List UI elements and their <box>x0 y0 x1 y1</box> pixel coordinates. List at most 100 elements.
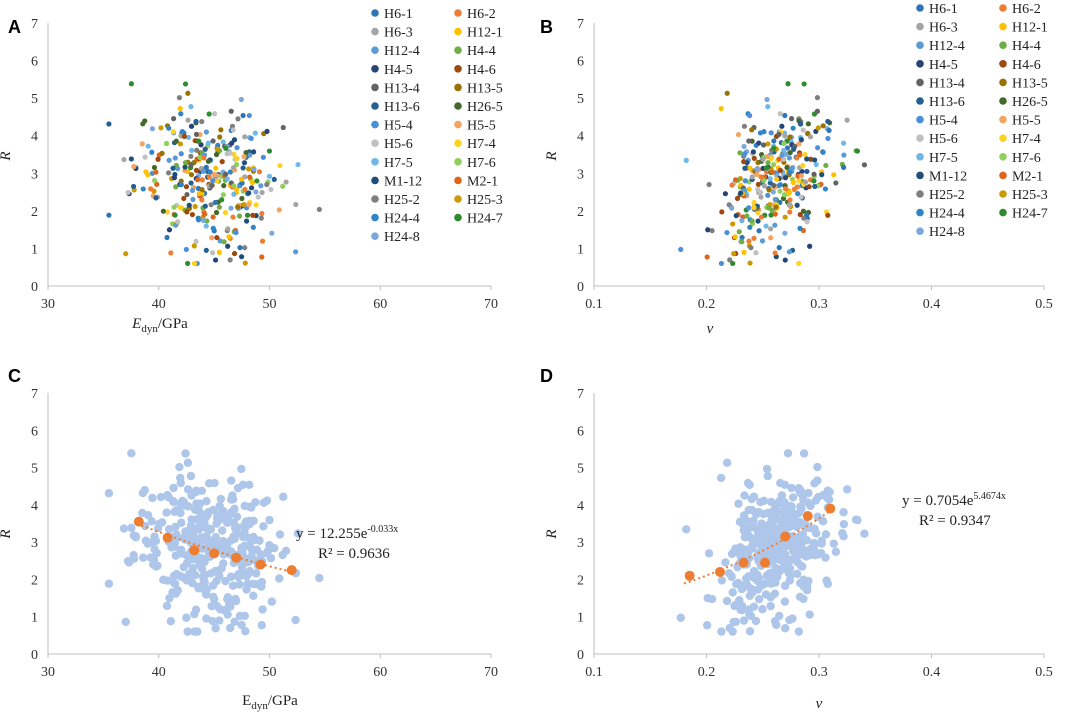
scatter-point <box>753 250 759 256</box>
scatter-point <box>761 177 767 184</box>
scatter-point <box>205 140 211 146</box>
scatter-point <box>776 245 782 251</box>
scatter-point <box>745 591 755 600</box>
scatter-point <box>739 234 745 241</box>
scatter-point <box>267 597 277 606</box>
scatter-point <box>239 195 245 202</box>
y-tick-label: 0 <box>31 648 38 663</box>
legend-label: H5-6 <box>384 137 413 152</box>
scatter-point <box>746 611 756 621</box>
scatter-point <box>799 495 808 504</box>
legend-label: H7-5 <box>384 156 413 171</box>
scatter-point <box>797 121 804 127</box>
scatter-point <box>747 165 753 171</box>
scatter-point <box>143 539 152 548</box>
scatter-point <box>742 165 748 171</box>
scatter-point <box>196 138 202 144</box>
scatter-point <box>755 209 761 216</box>
panel-label-d: D <box>540 366 553 386</box>
scatter-point <box>183 627 192 636</box>
scatter-point <box>212 519 221 528</box>
scatter-point <box>149 126 156 132</box>
scatter-point <box>260 154 266 160</box>
scatter-point <box>155 156 161 162</box>
scatter-point <box>768 130 774 136</box>
scatter-point <box>215 616 224 625</box>
legend-marker <box>916 190 924 198</box>
legend-marker <box>999 190 1007 198</box>
scatter-point <box>787 169 793 175</box>
scatter-point <box>763 527 773 536</box>
scatter-point <box>121 156 127 163</box>
scatter-point <box>171 175 178 181</box>
scatter-point <box>162 601 172 611</box>
legend-label: H13-5 <box>467 81 503 96</box>
y-tick-label: 2 <box>31 205 38 220</box>
scatter-point <box>119 524 129 533</box>
scatter-point <box>768 235 774 241</box>
scatter-point <box>759 496 769 506</box>
scatter-point <box>165 593 174 603</box>
scatter-point <box>781 542 790 551</box>
scatter-point <box>248 579 257 589</box>
scatter-point <box>244 569 253 578</box>
scatter-point <box>230 214 236 220</box>
scatter-point <box>776 131 782 137</box>
legend-marker <box>916 115 924 124</box>
scatter-point <box>814 95 821 101</box>
legend-label: H12-4 <box>929 39 965 54</box>
scatter-point <box>238 254 245 260</box>
scatter-point <box>142 154 148 160</box>
scatter-point <box>129 531 139 540</box>
scatter-point <box>728 588 737 597</box>
scatter-point <box>785 615 794 625</box>
scatter-point <box>225 623 235 633</box>
scatter-point <box>218 127 224 133</box>
scatter-point <box>853 515 862 525</box>
scatter-point <box>202 203 208 209</box>
scatter-point <box>741 159 747 165</box>
scatter-point <box>804 168 810 175</box>
scatter-point <box>747 224 753 230</box>
scatter-point <box>245 480 254 490</box>
scatter-point <box>226 234 232 240</box>
scatter-point <box>265 515 274 525</box>
y-tick-label: 7 <box>31 17 38 32</box>
scatter-point <box>169 483 178 493</box>
scatter-point <box>238 176 245 182</box>
scatter-point <box>293 249 299 255</box>
y-tick-label: 2 <box>31 573 38 588</box>
scatter-point <box>238 96 244 103</box>
scatter-point <box>229 532 238 541</box>
legend-marker <box>999 78 1007 87</box>
scatter-point <box>813 161 819 168</box>
scatter-point <box>196 190 202 197</box>
scatter-point <box>175 219 181 225</box>
scatter-point <box>722 596 732 606</box>
scatter-point <box>777 182 783 188</box>
scatter-point <box>238 480 248 490</box>
scatter-point <box>241 154 247 160</box>
scatter-point <box>148 493 157 503</box>
x-tick-label: 60 <box>373 665 387 680</box>
scatter-point <box>739 217 745 224</box>
legend-label: H5-4 <box>929 114 958 129</box>
binned-mean-point <box>209 548 220 559</box>
scatter-point <box>182 81 189 87</box>
scatter-point <box>270 544 279 553</box>
scatter-point <box>243 149 249 156</box>
binned-mean-point <box>802 511 813 522</box>
scatter-point <box>151 562 161 571</box>
y-tick-label: 4 <box>577 499 584 514</box>
scatter-point <box>219 559 228 568</box>
panel-a-xlabel: Edyn/GPa <box>131 316 188 335</box>
legend-label: H24-8 <box>929 225 965 240</box>
scatter-point <box>810 524 819 534</box>
panel-c-xlabel: Edyn/GPa <box>242 693 298 712</box>
scatter-point <box>682 525 691 534</box>
legend-label: H6-2 <box>1012 2 1041 17</box>
legend-label: H7-4 <box>467 137 496 152</box>
scatter-point <box>241 202 247 208</box>
scatter-point <box>257 582 266 591</box>
scatter-point <box>796 178 802 184</box>
